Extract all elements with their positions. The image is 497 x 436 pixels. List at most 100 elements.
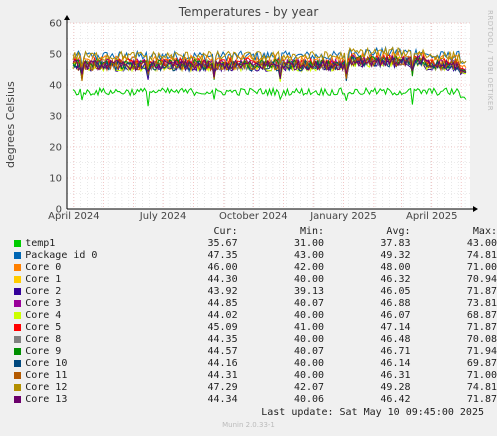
y-tick-label: 10	[49, 174, 62, 185]
legend-swatch	[14, 395, 21, 403]
x-tick-label: July 2024	[139, 211, 187, 222]
legend-series-name: Core 3	[25, 298, 62, 309]
legend-max: 70.08	[466, 334, 497, 345]
y-tick-label: 30	[49, 112, 62, 123]
legend-max: 43.00	[466, 238, 497, 249]
chart-title: Temperatures - by year	[178, 5, 319, 19]
legend-cur: 44.30	[207, 274, 238, 285]
legend-avg: 46.32	[380, 274, 411, 285]
legend-max: 68.87	[466, 310, 497, 321]
legend-avg: 46.71	[380, 346, 411, 357]
legend-avg: 47.14	[380, 322, 411, 333]
legend-swatch	[14, 263, 21, 271]
legend-swatch	[14, 299, 21, 307]
legend-row: Core 13 44.34 40.06 46.42 71.87	[8, 394, 497, 406]
legend-cur: 44.35	[207, 334, 238, 345]
legend-row: Core 10 44.16 40.00 46.14 69.87	[8, 358, 497, 370]
axes	[64, 15, 478, 212]
series-line	[72, 86, 467, 107]
legend-max: 73.81	[466, 298, 497, 309]
y-tick-label: 40	[49, 81, 62, 92]
legend-min: 40.00	[293, 370, 325, 381]
legend-avg: 49.28	[380, 382, 411, 393]
legend-cur: 35.67	[207, 238, 238, 249]
y-tick-label: 20	[49, 143, 62, 154]
temperature-chart: 0 10 20 30 40 50 60 April 2024 July 2024 October…	[48, 15, 478, 222]
legend-avg: 46.14	[380, 358, 411, 369]
legend-series-name: Core 9	[25, 346, 62, 357]
legend-avg: 46.05	[380, 286, 411, 297]
x-tick-label: January 2025	[309, 211, 377, 222]
legend-min: 40.00	[293, 358, 325, 369]
legend-swatch	[14, 359, 21, 367]
legend-max: 69.87	[466, 358, 497, 369]
y-tick-label: 0	[56, 205, 62, 216]
y-tick-label: 60	[49, 19, 62, 30]
legend-swatch	[14, 239, 21, 247]
legend-avg: 49.32	[380, 250, 411, 261]
series-lines	[72, 45, 467, 107]
legend-series-name: Core 1	[25, 274, 62, 285]
legend-cur: 44.57	[207, 346, 238, 357]
legend-max: 71.00	[466, 370, 497, 381]
legend-min: 31.00	[293, 238, 325, 249]
legend-row: Core 4 44.02 40.00 46.07 68.87	[8, 310, 497, 322]
y-tick-labels: 0 10 20 30 40 50 60	[49, 19, 62, 216]
legend-swatch	[14, 311, 21, 319]
legend-row: Core 5 45.09 41.00 47.14 71.87	[8, 322, 497, 334]
legend-swatch	[14, 275, 21, 283]
legend-cur: 44.16	[207, 358, 238, 369]
legend-max: 71.94	[466, 346, 497, 357]
legend-cur: 44.85	[207, 298, 238, 309]
legend-min: 39.13	[293, 286, 325, 297]
legend-max: 71.00	[466, 262, 497, 273]
legend-avg: 37.83	[380, 238, 411, 249]
legend-max: 71.87	[466, 322, 497, 333]
legend-row: Core 11 44.31 40.00 46.31 71.00	[8, 370, 497, 382]
y-tick-label: 50	[49, 50, 62, 61]
legend-row: Package id 0 47.35 43.00 49.32 74.81	[8, 250, 497, 262]
legend-swatch	[14, 323, 21, 331]
legend-min: 40.07	[293, 298, 325, 309]
legend-avg: 48.00	[380, 262, 411, 273]
legend-avg: 46.48	[380, 334, 411, 345]
legend-cur: 45.09	[207, 322, 238, 333]
legend-min: 43.00	[293, 250, 325, 261]
legend-series-name: Core 8	[25, 334, 62, 345]
legend-min: 40.00	[293, 334, 325, 345]
legend-series-name: Core 2	[25, 286, 62, 297]
legend-header-min: Min:	[299, 226, 325, 237]
legend-min: 42.00	[293, 262, 325, 273]
legend-avg: 46.42	[380, 394, 411, 405]
legend-series-name: Core 12	[25, 382, 68, 393]
series-line	[72, 46, 467, 72]
legend-row: Core 3 44.85 40.07 46.88 73.81	[8, 298, 497, 310]
legend-header-avg: Avg:	[386, 226, 411, 237]
legend-min: 41.00	[293, 322, 325, 333]
series-line	[72, 54, 467, 79]
grid	[67, 22, 470, 209]
legend-min: 40.06	[293, 394, 325, 405]
legend-series-name: Core 11	[25, 370, 68, 381]
legend-swatch	[14, 251, 21, 259]
legend-max: 70.94	[466, 274, 497, 285]
legend-min: 40.07	[293, 346, 325, 357]
legend-table: Cur: Min: Avg: Max: temp1 35.67 31.00 37.83…	[8, 226, 497, 406]
x-axis-arrow	[473, 206, 478, 212]
munin-version: Munin 2.0.33-1	[222, 421, 275, 429]
legend-max: 71.87	[466, 394, 497, 405]
legend-swatch	[14, 371, 21, 379]
legend-cur: 43.92	[207, 286, 238, 297]
legend-swatch	[14, 347, 21, 355]
legend-series-name: temp1	[25, 238, 56, 249]
legend-max: 71.87	[466, 286, 497, 297]
legend-avg: 46.31	[380, 370, 411, 381]
x-tick-label: October 2024	[219, 211, 288, 222]
legend-row: temp1 35.67 31.00 37.83 43.00	[8, 238, 497, 250]
x-tick-label: April 2024	[48, 211, 99, 222]
legend-avg: 46.07	[380, 310, 411, 321]
legend-cur: 47.35	[207, 250, 238, 261]
x-tick-label: April 2025	[406, 211, 457, 222]
legend-row: Core 8 44.35 40.00 46.48 70.08	[8, 334, 497, 346]
legend-cur: 44.34	[207, 394, 238, 405]
